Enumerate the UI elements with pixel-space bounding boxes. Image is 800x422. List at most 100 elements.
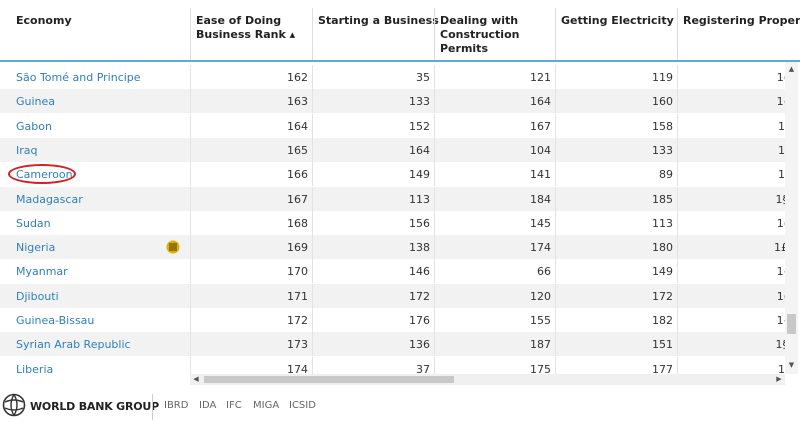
footer-link-miga[interactable]: MIGA	[253, 400, 280, 411]
table-row[interactable]: Nigeria 169 138 174 180 1£	[0, 235, 788, 260]
economy-link[interactable]: Myanmar	[16, 265, 68, 279]
col-header-dealing[interactable]: Dealing with Construction Permits	[440, 14, 519, 56]
table-row[interactable]: Syrian Arab Republic 173 136 187 151 1§	[0, 332, 788, 357]
cell-electricity: 119	[652, 71, 673, 84]
column-divider	[434, 332, 435, 357]
globe-logo-icon[interactable]	[2, 393, 26, 417]
horizontal-scroll-thumb[interactable]	[204, 376, 454, 383]
economy-link[interactable]: Gabon	[16, 119, 52, 133]
cell-registering: 1‹	[776, 314, 788, 327]
economy-link[interactable]: Iraq	[16, 143, 38, 157]
col-header-economy[interactable]: Economy	[16, 14, 72, 27]
column-divider	[434, 356, 435, 374]
cell-starting: 152	[409, 119, 430, 133]
scroll-up-arrow-icon[interactable]: ▲	[788, 65, 795, 73]
table-row[interactable]: Guinea-Bissau 172 176 155 182 1‹	[0, 308, 788, 332]
cell-electricity: 177	[652, 362, 673, 374]
cell-rank: 165	[287, 143, 308, 157]
scroll-right-arrow-icon[interactable]: ▶	[776, 375, 782, 383]
footer-link-ida[interactable]: IDA	[199, 400, 217, 411]
cell-registering: 1£	[774, 241, 788, 255]
table-row[interactable]: Madagascar 167 113 184 185 1§	[0, 186, 788, 211]
economy-link[interactable]: Sudan	[16, 216, 51, 230]
scroll-left-arrow-icon[interactable]: ◀	[193, 375, 199, 383]
cell-dealing: 66	[537, 265, 551, 279]
column-divider	[677, 332, 678, 357]
world-bank-group-logo[interactable]: WORLD BANK GROUP	[30, 400, 160, 413]
column-divider	[434, 8, 435, 60]
cell-electricity: 133	[652, 143, 673, 157]
table-row[interactable]: Iraq 165 164 104 133 1'	[0, 137, 788, 162]
cell-dealing: 174	[530, 241, 551, 255]
economy-link[interactable]: Madagascar	[16, 192, 83, 206]
cell-electricity: 113	[652, 216, 673, 230]
col-header-ease-rank[interactable]: Ease of Doing Business Rank ▴	[196, 14, 295, 42]
cell-starting: 138	[409, 241, 430, 255]
vertical-scrollbar[interactable]: ▲ ▼	[785, 62, 798, 374]
cell-dealing: 187	[530, 338, 551, 352]
column-divider	[434, 283, 435, 308]
column-divider	[434, 235, 435, 260]
cell-registering: 1(	[776, 289, 788, 303]
cell-rank: 162	[287, 71, 308, 84]
footer-link-icsid[interactable]: ICSID	[289, 400, 316, 411]
economy-link[interactable]: São Tomé and Principe	[16, 71, 141, 84]
cell-registering: 1(	[776, 216, 788, 230]
cell-registering: 1‹	[776, 95, 788, 109]
table-row[interactable]: São Tomé and Principe 162 35 121 119 1(	[0, 65, 788, 89]
column-divider	[190, 137, 191, 162]
cell-dealing: 155	[530, 314, 551, 327]
economy-link[interactable]: Guinea-Bissau	[16, 314, 95, 327]
grid-badge-icon[interactable]	[166, 240, 180, 254]
footer-link-ifc[interactable]: IFC	[226, 400, 242, 411]
economy-link[interactable]: Guinea	[16, 95, 56, 109]
cell-rank: 164	[287, 119, 308, 133]
scroll-down-arrow-icon[interactable]: ▼	[788, 361, 795, 369]
column-divider	[555, 259, 556, 284]
column-divider	[312, 113, 313, 138]
column-divider	[190, 308, 191, 332]
column-divider	[677, 235, 678, 260]
cell-electricity: 185	[652, 192, 673, 206]
cell-starting: 136	[409, 338, 430, 352]
footer: WORLD BANK GROUP IBRD IDA IFC MIGA ICSID	[0, 390, 800, 422]
footer-link-ibrd[interactable]: IBRD	[164, 400, 189, 411]
column-divider	[312, 8, 313, 60]
col-header-starting[interactable]: Starting a Business	[318, 14, 439, 27]
cell-electricity: 172	[652, 289, 673, 303]
cell-registering: 1'	[777, 143, 788, 157]
cell-starting: 176	[409, 314, 430, 327]
table-row[interactable]: Sudan 168 156 145 113 1(	[0, 210, 788, 235]
column-divider	[677, 113, 678, 138]
table-body: São Tomé and Principe 162 35 121 119 1(Guinea…	[0, 62, 800, 374]
table-row[interactable]: Liberia 174 37 175 177 1í	[0, 356, 788, 374]
col-header-dealing-line2: Construction	[440, 28, 520, 41]
cell-starting: 133	[409, 95, 430, 109]
table-row[interactable]: Djibouti 171 172 120 172 1(	[0, 283, 788, 308]
cell-electricity: 180	[652, 241, 673, 255]
table-row[interactable]: Guinea 163 133 164 160 1‹	[0, 89, 788, 114]
table-row[interactable]: Myanmar 170 146 66 149 1‹	[0, 259, 788, 284]
table-row[interactable]: Gabon 164 152 167 158 1í	[0, 113, 788, 138]
cell-electricity: 160	[652, 95, 673, 109]
cell-rank: 174	[287, 362, 308, 374]
column-divider	[312, 65, 313, 89]
horizontal-scrollbar[interactable]: ◀ ▶	[190, 374, 785, 385]
cell-dealing: 104	[530, 143, 551, 157]
cell-starting: 172	[409, 289, 430, 303]
economy-link[interactable]: Syrian Arab Republic	[16, 338, 131, 352]
economy-link[interactable]: Liberia	[16, 362, 54, 374]
column-divider	[434, 162, 435, 187]
column-divider	[190, 235, 191, 260]
column-divider	[190, 356, 191, 374]
table-row[interactable]: Cameroon 166 149 141 89 1í	[0, 162, 788, 187]
column-divider	[555, 308, 556, 332]
col-header-electricity[interactable]: Getting Electricity	[561, 14, 674, 27]
col-header-registering[interactable]: Registering Propert	[683, 14, 800, 27]
column-divider	[434, 210, 435, 235]
vertical-scroll-thumb[interactable]	[787, 314, 796, 334]
cell-dealing: 121	[530, 71, 551, 84]
economy-link[interactable]: Djibouti	[16, 289, 59, 303]
cell-registering: 1í	[777, 119, 788, 133]
economy-link[interactable]: Nigeria	[16, 241, 56, 255]
